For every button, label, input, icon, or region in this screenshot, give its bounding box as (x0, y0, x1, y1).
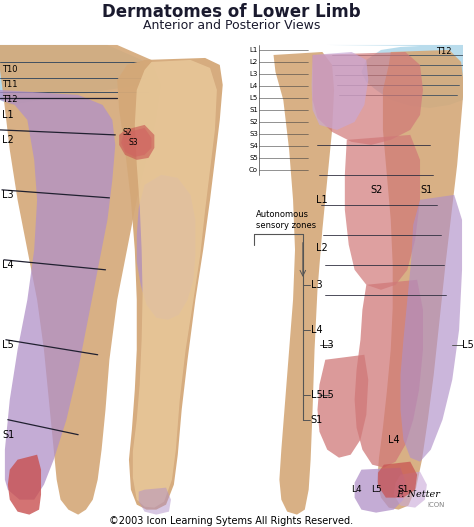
Text: S2: S2 (249, 119, 258, 125)
Text: Dermatomes of Lower Limb: Dermatomes of Lower Limb (102, 3, 361, 21)
Polygon shape (239, 30, 463, 520)
Text: L5: L5 (2, 340, 14, 350)
Text: L3: L3 (310, 280, 322, 290)
Polygon shape (0, 0, 463, 526)
Text: S3: S3 (129, 139, 138, 148)
Text: L1: L1 (2, 110, 14, 120)
Polygon shape (327, 45, 463, 108)
Text: L3: L3 (249, 71, 257, 77)
Polygon shape (139, 487, 171, 515)
Text: L2: L2 (316, 243, 327, 253)
Text: ICON: ICON (427, 502, 445, 508)
Polygon shape (318, 355, 368, 457)
Text: S2: S2 (122, 129, 132, 138)
Text: T10: T10 (2, 65, 18, 74)
Text: S1: S1 (249, 107, 258, 113)
Text: L5: L5 (462, 340, 474, 350)
Polygon shape (378, 462, 417, 497)
Polygon shape (0, 45, 161, 515)
Text: L1: L1 (316, 195, 327, 205)
Polygon shape (117, 58, 223, 510)
Polygon shape (401, 195, 462, 462)
Text: L5: L5 (249, 95, 257, 101)
Text: T12: T12 (2, 95, 18, 104)
Text: sensory zones: sensory zones (256, 221, 316, 230)
Polygon shape (133, 60, 217, 508)
Text: L4: L4 (310, 325, 322, 335)
Polygon shape (8, 455, 41, 515)
Text: L4: L4 (351, 485, 362, 494)
Text: S1: S1 (398, 485, 409, 494)
Text: S1: S1 (421, 185, 433, 195)
Polygon shape (394, 472, 427, 508)
Polygon shape (312, 52, 423, 145)
Text: T12: T12 (436, 47, 451, 56)
Polygon shape (273, 52, 334, 515)
Text: L4: L4 (249, 83, 257, 89)
Text: S4: S4 (249, 143, 258, 149)
Text: L4: L4 (2, 260, 14, 270)
Polygon shape (355, 280, 423, 467)
Text: S2: S2 (370, 185, 382, 195)
Text: ©2003 Icon Learning Sytems All Rights Reserved.: ©2003 Icon Learning Sytems All Rights Re… (109, 515, 354, 525)
Text: S1: S1 (310, 415, 323, 425)
Polygon shape (0, 45, 151, 105)
Text: Co: Co (249, 167, 258, 173)
Text: S1: S1 (2, 430, 14, 440)
Text: L5: L5 (322, 389, 334, 399)
Polygon shape (377, 50, 464, 510)
Text: Autonomous: Autonomous (256, 210, 309, 219)
Polygon shape (311, 52, 368, 130)
Text: L2: L2 (249, 59, 257, 65)
Text: L3: L3 (322, 340, 334, 350)
Polygon shape (355, 467, 405, 513)
Text: Anterior and Posterior Views: Anterior and Posterior Views (143, 19, 320, 33)
Text: L2: L2 (2, 135, 14, 145)
Text: L3: L3 (2, 190, 14, 200)
Text: L5: L5 (371, 485, 382, 494)
Polygon shape (121, 128, 151, 157)
Text: T11: T11 (2, 81, 18, 90)
Text: L4: L4 (388, 435, 400, 445)
Polygon shape (119, 125, 155, 160)
Text: F. Netter: F. Netter (396, 490, 439, 499)
Text: L1: L1 (249, 47, 257, 53)
Text: S5: S5 (249, 155, 258, 161)
Polygon shape (137, 175, 195, 320)
Text: L5: L5 (310, 389, 322, 399)
Text: S3: S3 (249, 131, 258, 137)
Polygon shape (345, 135, 420, 290)
Polygon shape (0, 90, 115, 500)
